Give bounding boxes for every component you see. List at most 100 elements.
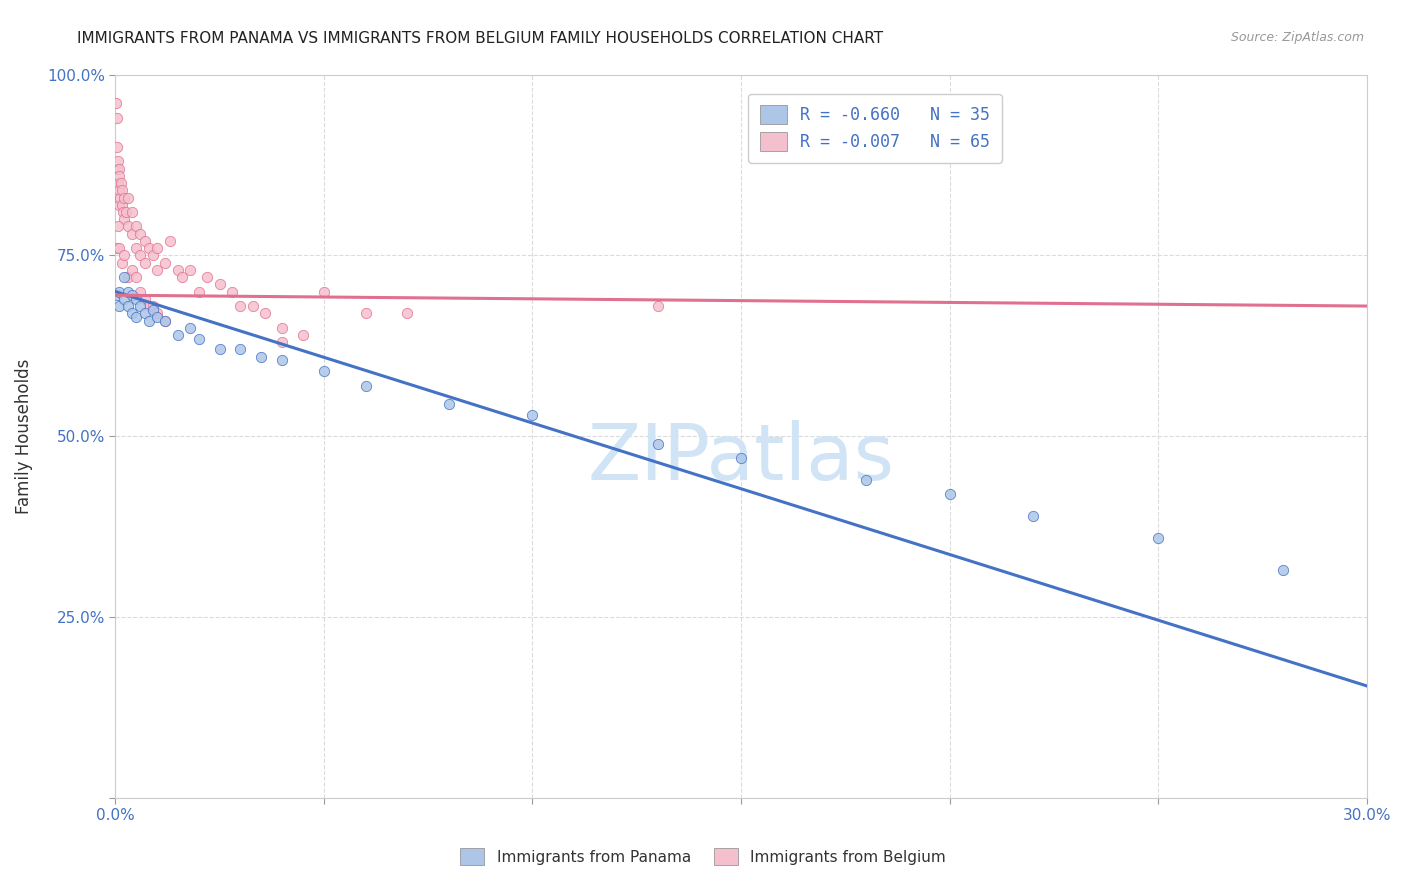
Point xyxy=(110,190,132,204)
Point xyxy=(354,306,377,320)
Point xyxy=(108,241,131,255)
Point xyxy=(117,190,139,204)
Point xyxy=(146,310,169,324)
Point xyxy=(117,285,139,299)
Point xyxy=(134,234,156,248)
Point xyxy=(855,473,877,487)
Legend: Immigrants from Panama, Immigrants from Belgium: Immigrants from Panama, Immigrants from … xyxy=(454,842,952,871)
Point xyxy=(107,161,129,176)
Y-axis label: Family Households: Family Households xyxy=(15,359,32,514)
Point xyxy=(167,263,190,277)
Point xyxy=(187,285,209,299)
Point xyxy=(142,299,165,313)
Point xyxy=(134,255,156,269)
Point xyxy=(134,306,156,320)
Text: Source: ZipAtlas.com: Source: ZipAtlas.com xyxy=(1230,31,1364,45)
Point xyxy=(129,248,152,262)
Point xyxy=(138,241,160,255)
Point xyxy=(271,335,294,350)
Point xyxy=(105,111,128,125)
Point xyxy=(208,343,231,357)
Point xyxy=(125,270,148,285)
Point xyxy=(125,310,148,324)
Point xyxy=(1147,531,1170,545)
Point xyxy=(125,292,148,306)
Point xyxy=(110,176,132,190)
Point xyxy=(292,328,315,343)
Point xyxy=(129,285,152,299)
Point xyxy=(254,306,277,320)
Point xyxy=(229,299,252,313)
Point xyxy=(242,299,264,313)
Point xyxy=(730,450,752,465)
Point xyxy=(112,292,135,306)
Text: IMMIGRANTS FROM PANAMA VS IMMIGRANTS FROM BELGIUM FAMILY HOUSEHOLDS CORRELATION : IMMIGRANTS FROM PANAMA VS IMMIGRANTS FRO… xyxy=(77,31,883,46)
Point xyxy=(155,255,177,269)
Point xyxy=(105,288,128,302)
Point xyxy=(117,270,139,285)
Point xyxy=(112,190,135,204)
Point xyxy=(396,306,419,320)
Point xyxy=(229,343,252,357)
Point xyxy=(159,234,181,248)
Point xyxy=(129,299,152,313)
Point xyxy=(125,241,148,255)
Point xyxy=(195,270,218,285)
Point xyxy=(107,176,129,190)
Point xyxy=(155,313,177,327)
Point xyxy=(121,205,143,219)
Point xyxy=(250,350,273,364)
Point xyxy=(354,378,377,392)
Point xyxy=(138,299,160,313)
Point xyxy=(187,332,209,346)
Point xyxy=(111,205,134,219)
Point xyxy=(1272,563,1295,577)
Point xyxy=(117,219,139,234)
Point xyxy=(208,277,231,292)
Point xyxy=(179,263,201,277)
Point xyxy=(522,408,544,422)
Point xyxy=(108,169,131,183)
Point xyxy=(142,248,165,262)
Point xyxy=(121,227,143,241)
Point xyxy=(146,306,169,320)
Point xyxy=(134,292,156,306)
Point xyxy=(125,219,148,234)
Point xyxy=(138,313,160,327)
Point xyxy=(179,320,201,334)
Point xyxy=(108,183,131,197)
Point xyxy=(105,140,128,154)
Point xyxy=(108,285,131,299)
Point xyxy=(121,306,143,320)
Point xyxy=(938,487,960,501)
Point xyxy=(155,313,177,327)
Point xyxy=(1022,508,1045,523)
Point xyxy=(170,270,193,285)
Point xyxy=(107,219,129,234)
Point xyxy=(121,263,143,277)
Point xyxy=(105,161,128,176)
Legend: R = -0.660   N = 35, R = -0.007   N = 65: R = -0.660 N = 35, R = -0.007 N = 65 xyxy=(748,94,1001,162)
Point xyxy=(112,212,135,227)
Point xyxy=(110,255,132,269)
Point xyxy=(112,248,135,262)
Point xyxy=(117,299,139,313)
Point xyxy=(105,241,128,255)
Point xyxy=(312,285,335,299)
Point xyxy=(167,328,190,343)
Point xyxy=(146,263,169,277)
Point xyxy=(114,205,136,219)
Point xyxy=(312,364,335,378)
Point xyxy=(121,288,143,302)
Point xyxy=(146,241,169,255)
Point xyxy=(112,270,135,285)
Point xyxy=(221,285,243,299)
Point xyxy=(437,397,460,411)
Point xyxy=(108,299,131,313)
Point xyxy=(129,227,152,241)
Text: ZIPatlas: ZIPatlas xyxy=(588,420,894,496)
Point xyxy=(647,299,669,313)
Point xyxy=(110,198,132,212)
Point xyxy=(107,154,129,169)
Point xyxy=(142,302,165,317)
